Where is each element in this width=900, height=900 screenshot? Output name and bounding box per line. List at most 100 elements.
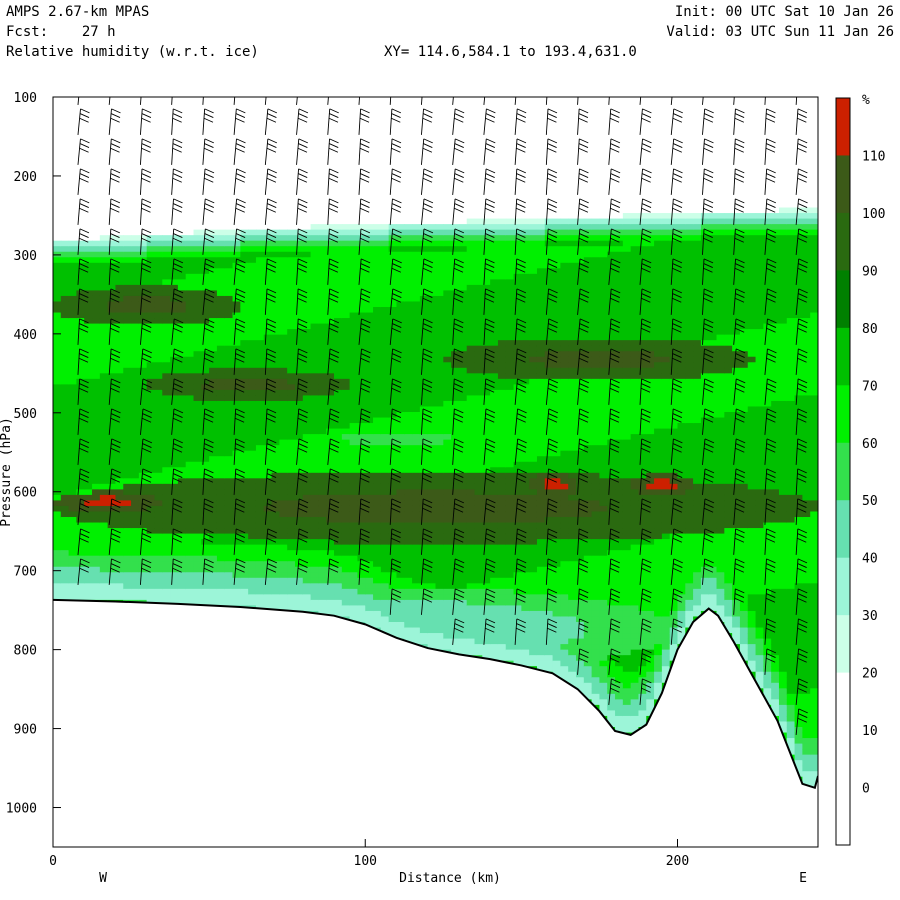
wind-barb-feather bbox=[454, 438, 464, 444]
wind-barb-feather bbox=[579, 318, 590, 324]
wind-barb-feather bbox=[547, 207, 557, 213]
wind-barb-feather bbox=[578, 387, 589, 393]
wind-barb-feather bbox=[235, 113, 246, 118]
wind-barb-feather bbox=[297, 117, 308, 123]
wind-barb-feather bbox=[392, 228, 402, 234]
wind-barb-feather bbox=[765, 147, 776, 153]
wind-barb-feather bbox=[360, 417, 370, 423]
wind-barb-feather bbox=[329, 88, 338, 92]
wind-barb bbox=[795, 678, 800, 705]
wind-barb-feather bbox=[548, 468, 558, 474]
wind-barb bbox=[733, 168, 736, 195]
wind-barb-feather bbox=[330, 79, 339, 83]
wind-barb-feather bbox=[80, 88, 89, 92]
wind-barb-feather bbox=[298, 528, 309, 534]
wind-barb-feather bbox=[765, 537, 776, 543]
wind-barb-feather bbox=[391, 297, 402, 303]
wind-barb-feather bbox=[641, 657, 651, 663]
wind-barb-feather bbox=[485, 413, 495, 418]
wind-barb-feather bbox=[641, 288, 652, 294]
wind-barb-feather bbox=[642, 558, 652, 564]
wind-barb bbox=[545, 288, 550, 315]
wind-barb-feather bbox=[547, 477, 557, 483]
wind-barb-feather bbox=[141, 263, 152, 268]
wind-barb-feather bbox=[110, 507, 120, 513]
wind-barb-feather bbox=[548, 318, 558, 324]
wind-barb-feather bbox=[485, 438, 496, 444]
wind-barb-feather bbox=[766, 528, 776, 534]
wind-barb-feather bbox=[391, 447, 401, 453]
wind-barb bbox=[452, 528, 456, 555]
wind-barb-feather bbox=[141, 533, 152, 538]
wind-barb bbox=[670, 588, 675, 615]
wind-barb-feather bbox=[392, 263, 402, 268]
wind-barb-feather bbox=[734, 237, 744, 243]
wind-barb-feather bbox=[235, 357, 245, 363]
wind-barb-feather bbox=[455, 588, 465, 594]
wind-barb-feather bbox=[453, 323, 464, 328]
wind-barb-feather bbox=[641, 533, 652, 538]
wind-barb-feather bbox=[266, 353, 276, 358]
wind-barb-feather bbox=[235, 443, 245, 448]
wind-barb-feather bbox=[454, 228, 465, 234]
wind-barb-feather bbox=[704, 438, 715, 444]
wind-barb bbox=[327, 108, 331, 135]
wind-barb-feather bbox=[423, 143, 433, 148]
colorbar-label: 80 bbox=[862, 322, 878, 337]
wind-barb-feather bbox=[485, 263, 495, 268]
wind-barb bbox=[452, 618, 456, 645]
wind-barb bbox=[608, 468, 611, 495]
wind-barb-feather bbox=[391, 498, 401, 504]
wind-barb-feather bbox=[766, 233, 776, 238]
wind-barb-feather bbox=[641, 597, 651, 603]
wind-barb-feather bbox=[454, 627, 464, 633]
wind-barb-feather bbox=[391, 267, 402, 273]
wind-barb-feather bbox=[329, 387, 339, 393]
wind-barb-feather bbox=[797, 267, 807, 273]
wind-barb-feather bbox=[203, 117, 214, 123]
wind-barb-feather bbox=[392, 288, 402, 294]
wind-barb bbox=[670, 258, 674, 285]
wind-barb-feather bbox=[266, 263, 277, 268]
wind-barb-feather bbox=[485, 113, 496, 118]
wind-barb-feather bbox=[673, 168, 683, 174]
wind-barb bbox=[795, 348, 799, 375]
wind-barb bbox=[264, 348, 268, 375]
wind-barb-feather bbox=[297, 203, 308, 208]
wind-barb-feather bbox=[672, 203, 683, 208]
wind-barb-feather bbox=[704, 318, 714, 324]
wind-barb bbox=[327, 348, 331, 375]
wind-barb-feather bbox=[298, 88, 307, 92]
wind-barb-feather bbox=[172, 447, 183, 453]
wind-barb-feather bbox=[298, 108, 309, 114]
wind-barb-feather bbox=[673, 84, 682, 88]
wind-barb-feather bbox=[453, 357, 463, 363]
wind-barb bbox=[108, 318, 112, 345]
wind-barb-feather bbox=[704, 473, 714, 478]
wind-barb bbox=[639, 678, 643, 705]
wind-barb-feather bbox=[704, 498, 715, 504]
wind-barb bbox=[108, 378, 112, 405]
wind-barb-feather bbox=[359, 537, 370, 543]
wind-barb-feather bbox=[391, 477, 401, 483]
wind-barb bbox=[577, 378, 581, 405]
wind-barb-feather bbox=[766, 237, 776, 243]
valid-time: Valid: 03 UTC Sun 11 Jan 26 bbox=[666, 24, 894, 40]
wind-barb bbox=[358, 468, 362, 495]
wind-barb-feather bbox=[609, 357, 620, 363]
wind-barb-feather bbox=[422, 533, 433, 538]
wind-barb bbox=[233, 108, 237, 135]
wind-barb-feather bbox=[641, 348, 651, 354]
wind-barb-feather bbox=[611, 648, 621, 654]
wind-barb bbox=[233, 498, 237, 525]
wind-barb-feather bbox=[517, 378, 527, 384]
wind-barb-feather bbox=[516, 627, 526, 633]
wind-barb-feather bbox=[142, 323, 152, 328]
wind-barb-feather bbox=[610, 263, 621, 268]
wind-barb-feather bbox=[672, 173, 683, 178]
wind-barb-feather bbox=[235, 473, 245, 478]
wind-barb-feather bbox=[329, 563, 339, 568]
wind-barb bbox=[389, 348, 394, 375]
wind-barb-feather bbox=[517, 108, 527, 114]
wind-barb bbox=[171, 138, 174, 165]
